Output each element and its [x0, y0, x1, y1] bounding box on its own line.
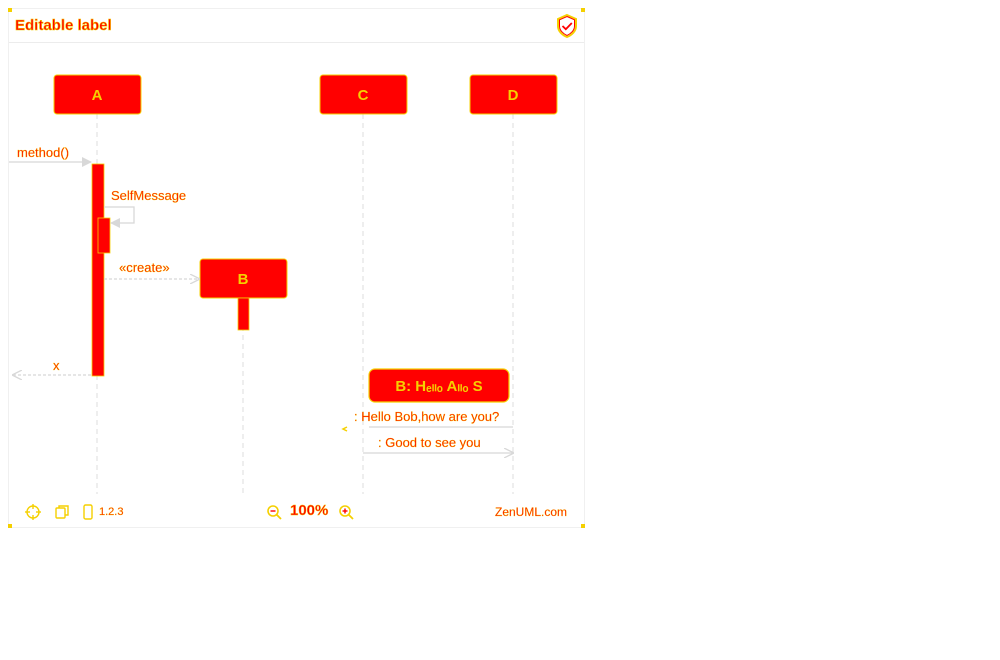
message-hello-label[interactable]: : Hello Bob,how are you?: [354, 409, 500, 424]
message-self-label[interactable]: SelfMessage: [111, 188, 187, 203]
participant-b[interactable]: B: [199, 258, 288, 299]
shield-check-icon[interactable]: [554, 13, 580, 39]
crosshair-icon[interactable]: [24, 503, 42, 521]
fragment-label: B: Hₑₗₗₒ Aₗₗₒ S: [395, 378, 482, 395]
activation-a-self: [97, 217, 111, 254]
diagram-frame: Editable label A C: [8, 8, 585, 528]
zoom-level: 100%: [290, 502, 329, 519]
frame-corner: [581, 524, 585, 528]
zoom-out-icon[interactable]: [265, 503, 283, 521]
frame-corner: [8, 8, 12, 12]
sequence-diagram: A C D B method() SelfMessage «create» x: [9, 74, 558, 494]
copy-icon[interactable]: [53, 503, 71, 521]
fragment-block[interactable]: B: Hₑₗₗₒ Aₗₗₒ S: [368, 368, 510, 403]
title-bar: Editable label: [9, 9, 584, 43]
version-label: 1.2.3: [99, 506, 124, 518]
message-create-label[interactable]: «create»: [119, 260, 170, 275]
message-hello-arrowhead: [341, 426, 348, 432]
message-return-label[interactable]: x: [53, 358, 60, 373]
zoom-in-icon[interactable]: [337, 503, 355, 521]
footer-toolbar: 1.2.3 100% ZenUML.com: [9, 499, 584, 527]
participant-d-label: D: [508, 87, 519, 104]
diagram-title[interactable]: Editable label: [15, 17, 112, 35]
message-method-label[interactable]: method(): [17, 145, 69, 160]
activation-a: [91, 163, 105, 377]
participant-b-label: B: [238, 271, 249, 288]
message-good-label[interactable]: : Good to see you: [378, 435, 481, 450]
participant-d[interactable]: D: [469, 74, 558, 115]
participant-c[interactable]: C: [319, 74, 408, 115]
participant-c-label: C: [358, 87, 369, 104]
message-self-arrow: [104, 206, 135, 228]
activation-b: [237, 297, 250, 331]
brand-link[interactable]: ZenUML.com: [495, 505, 568, 519]
frame-corner: [8, 524, 12, 528]
participant-a-label: A: [92, 87, 103, 104]
mobile-icon[interactable]: [79, 503, 97, 521]
frame-corner: [581, 8, 585, 12]
participant-a[interactable]: A: [53, 74, 142, 115]
